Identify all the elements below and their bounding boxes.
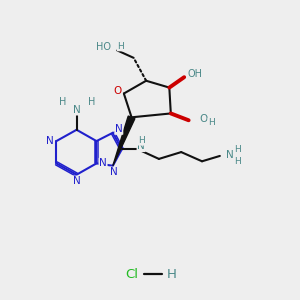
Text: N: N [46,136,54,146]
Text: N: N [110,167,118,177]
Text: H: H [166,268,176,281]
Text: Cl: Cl [125,268,138,281]
Text: H: H [88,97,95,107]
Text: N: N [99,158,107,168]
Text: H: H [59,97,67,107]
Text: H: H [208,118,215,127]
Text: H: H [138,136,145,145]
Text: N: N [73,105,80,115]
Text: HO: HO [96,42,111,52]
Text: H: H [234,157,241,166]
Text: O: O [114,85,122,96]
Polygon shape [113,116,135,166]
Text: N: N [226,150,233,160]
Text: N: N [137,141,145,152]
Text: O: O [199,114,207,124]
Text: N: N [73,176,80,186]
Text: H: H [234,145,241,154]
Text: N: N [115,124,123,134]
Text: H: H [118,42,124,51]
Text: OH: OH [188,69,203,79]
